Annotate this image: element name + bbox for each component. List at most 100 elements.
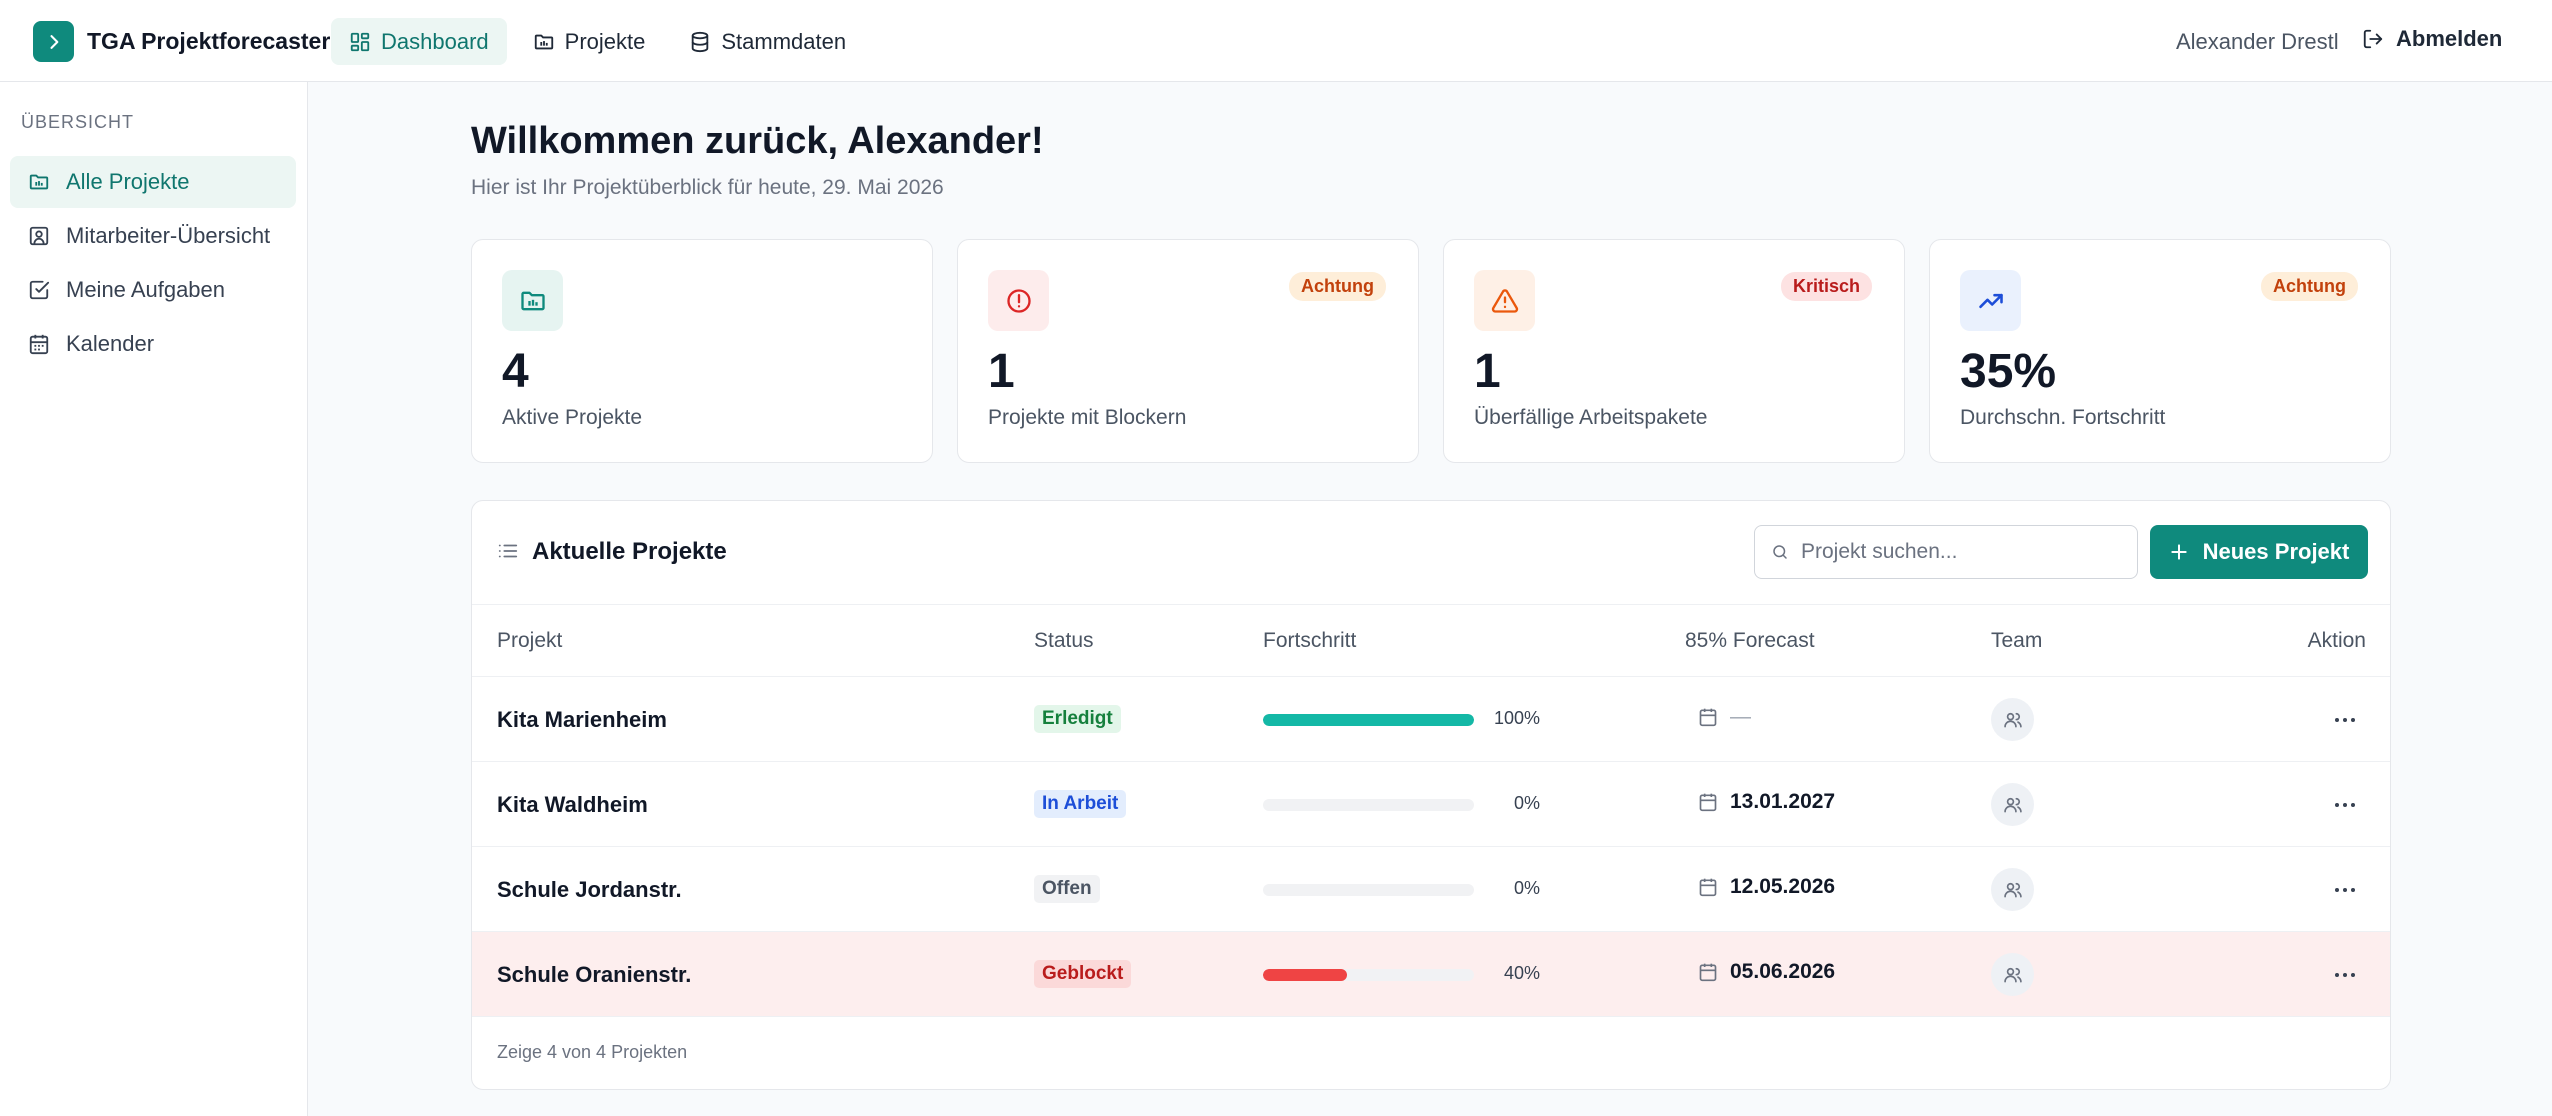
status-badge: Achtung: [1289, 272, 1386, 301]
users-icon: [2003, 797, 2022, 812]
stat-icon-box: [1960, 270, 2021, 331]
folder-chart-icon: [520, 291, 545, 310]
stat-value: 1: [988, 345, 1015, 398]
progress-percent: 0%: [1513, 878, 1540, 898]
more-actions-button[interactable]: [2330, 875, 2360, 905]
forecast-date: 13.01.2027: [1698, 790, 1835, 814]
status-badge: Offen: [1034, 875, 1100, 903]
progress-fill: [1263, 969, 1348, 981]
calendar-icon: [1699, 963, 1717, 982]
nav-dashboard[interactable]: Dashboard: [331, 18, 507, 65]
team-avatar[interactable]: [1991, 868, 2034, 911]
progress-percent: 40%: [1503, 963, 1540, 983]
column-header-fortschritt[interactable]: Fortschritt: [1263, 629, 1357, 652]
sidebar-item-label: Alle Projekte: [66, 169, 190, 194]
forecast-value: 12.05.2026: [1730, 875, 1836, 898]
sidebar-item-kalender[interactable]: Kalender: [10, 318, 296, 370]
table-row[interactable]: Schule Oranienstr. Geblockt 40% 05.06.20…: [472, 932, 2390, 1017]
checkbox-icon: [29, 280, 50, 300]
team-avatar[interactable]: [1991, 698, 2034, 741]
stat-label: Aktive Projekte: [502, 406, 643, 429]
team-avatar[interactable]: [1991, 783, 2034, 826]
stat-label: Projekte mit Blockern: [988, 406, 1187, 429]
alert-circle-icon: [1006, 288, 1031, 313]
nav-projekte[interactable]: Projekte: [515, 18, 664, 65]
forecast-value: 05.06.2026: [1730, 960, 1836, 983]
calendar-icon: [29, 334, 49, 355]
calendar-icon: [1699, 878, 1717, 897]
stat-card-active-projects: 4 Aktive Projekte: [471, 239, 933, 463]
calendar-icon: [1699, 793, 1717, 812]
logout-label: Abmelden: [2396, 26, 2503, 51]
trending-up-icon: [1978, 293, 2003, 308]
app-logo[interactable]: [33, 21, 74, 62]
sidebar-item-mitarbeiter[interactable]: Mitarbeiter-Übersicht: [10, 210, 296, 262]
stat-card-progress: Achtung 35% Durchschn. Fortschritt: [1929, 239, 2391, 463]
more-actions-button[interactable]: [2330, 705, 2360, 735]
status-badge: Geblockt: [1034, 960, 1132, 988]
stat-value: 4: [502, 345, 529, 398]
new-project-button[interactable]: Neues Projekt: [2150, 525, 2368, 579]
table-row[interactable]: Kita Marienheim Erledigt 100% —: [472, 677, 2390, 762]
table-row[interactable]: Kita Waldheim In Arbeit 0% 13.01.2027: [472, 762, 2390, 847]
sidebar-heading: ÜBERSICHT: [21, 112, 135, 132]
column-header-aktion[interactable]: Aktion: [2307, 629, 2366, 652]
chevron-right-icon: [49, 34, 58, 49]
more-actions-button[interactable]: [2330, 960, 2360, 990]
forecast-date: 12.05.2026: [1698, 875, 1835, 899]
nav-label: Stammdaten: [721, 28, 847, 54]
project-name[interactable]: Kita Marienheim: [497, 707, 667, 732]
search-icon: [1773, 545, 1787, 559]
status-badge: Kritisch: [1780, 272, 1872, 301]
sidebar-item-label: Mitarbeiter-Übersicht: [66, 223, 271, 248]
column-header-team[interactable]: Team: [1991, 629, 2043, 652]
users-icon: [2003, 712, 2022, 727]
table-row[interactable]: Schule Jordanstr. Offen 0% 12.05.2026: [472, 847, 2390, 932]
sidebar-item-meine-aufgaben[interactable]: Meine Aufgaben: [10, 264, 296, 316]
stat-icon-box: [1474, 270, 1535, 331]
more-horizontal-icon: [2335, 718, 2355, 722]
sidebar: ÜBERSICHT Alle Projekte Mitarbeiter-Über…: [0, 82, 308, 1116]
progress-fill: [1263, 714, 1474, 726]
progress-bar: [1263, 799, 1474, 811]
project-name[interactable]: Kita Waldheim: [497, 792, 648, 817]
more-horizontal-icon: [2335, 973, 2355, 977]
stat-icon-box: [988, 270, 1049, 331]
warning-triangle-icon: [1491, 288, 1518, 313]
plus-icon: [2170, 544, 2187, 560]
calendar-icon: [1699, 708, 1717, 727]
forecast-date: —: [1698, 705, 1751, 729]
column-header-status[interactable]: Status: [1034, 629, 1094, 652]
more-actions-button[interactable]: [2330, 790, 2360, 820]
more-horizontal-icon: [2335, 888, 2355, 892]
new-project-label: Neues Projekt: [2202, 539, 2350, 564]
sidebar-item-alle-projekte[interactable]: Alle Projekte: [10, 156, 296, 208]
status-badge: Achtung: [2261, 272, 2358, 301]
page-subtitle: Hier ist Ihr Projektüberblick für heute,…: [471, 176, 944, 199]
more-horizontal-icon: [2335, 803, 2355, 807]
user-square-icon: [29, 226, 49, 246]
team-avatar[interactable]: [1991, 953, 2034, 996]
search-input[interactable]: [1801, 540, 2121, 564]
nav-stammdaten[interactable]: Stammdaten: [671, 18, 864, 65]
project-name[interactable]: Schule Jordanstr.: [497, 877, 682, 902]
progress-bar: [1263, 884, 1474, 896]
forecast-value: —: [1730, 705, 1751, 728]
column-header-projekt[interactable]: Projekt: [497, 629, 563, 652]
stat-icon-box: [502, 270, 563, 331]
app-title: TGA Projektforecaster: [87, 28, 331, 54]
nav-label: Projekte: [564, 28, 646, 54]
stat-value: 1: [1474, 345, 1501, 398]
logout-button[interactable]: Abmelden: [2362, 26, 2502, 52]
sidebar-items: Alle Projekte Mitarbeiter-Übersicht Mein…: [10, 156, 296, 372]
forecast-value: 13.01.2027: [1730, 790, 1836, 813]
project-name[interactable]: Schule Oranienstr.: [497, 962, 692, 987]
user-name: Alexander Drestl: [2176, 29, 2339, 54]
database-icon: [692, 31, 709, 52]
stat-label: Durchschn. Fortschritt: [1960, 406, 2166, 429]
column-header-forecast[interactable]: 85% Forecast: [1685, 629, 1815, 652]
projects-card-header: Aktuelle Projekte Neues Projekt: [472, 501, 2390, 605]
page-title: Willkommen zurück, Alexander!: [471, 120, 1044, 162]
dashboard-icon: [350, 32, 370, 51]
progress-bar: [1263, 714, 1474, 726]
